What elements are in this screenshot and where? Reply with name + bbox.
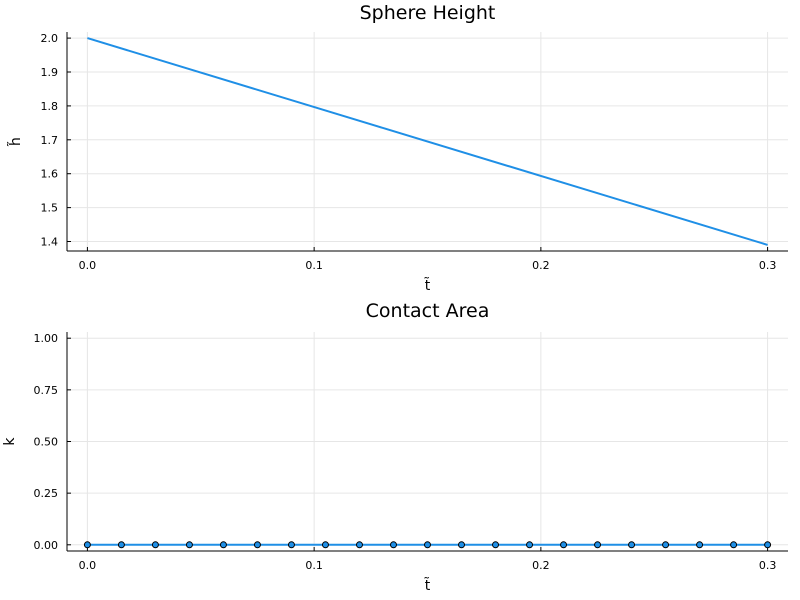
data-point (730, 541, 738, 549)
chart-title: Sphere Height (360, 2, 496, 24)
y-tick-label: 0.00 (34, 539, 59, 552)
y-tick-label: 0.25 (34, 487, 59, 500)
y-tick-label: 2.0 (41, 32, 59, 45)
data-point (117, 541, 125, 549)
data-point (321, 541, 329, 549)
x-tick-label: 0.0 (79, 559, 97, 572)
data-point (355, 541, 363, 549)
y-tick-label: 0.50 (34, 436, 59, 449)
x-axis-label: t̃ (424, 577, 431, 594)
x-tick-label: 0.0 (79, 259, 97, 272)
data-point (458, 541, 466, 549)
y-tick-label: 1.00 (34, 332, 59, 345)
data-point (151, 541, 159, 549)
data-point (185, 541, 193, 549)
y-axis-label: h̃ (7, 137, 24, 146)
data-point (389, 541, 397, 549)
y-tick-label: 1.7 (41, 134, 59, 147)
chart-title: Contact Area (366, 300, 490, 322)
sphere-height-chart: 0.0 0.1 0.2 0.3 1.4 1.5 1.6 1.7 1.8 1.9 2.0 Sphere … (7, 2, 788, 294)
data-point (253, 541, 261, 549)
x-tick-label: 0.2 (532, 259, 550, 272)
data-point (594, 541, 602, 549)
x-tick-label: 0.1 (305, 559, 323, 572)
y-tick-label: 1.8 (41, 100, 59, 113)
data-point (219, 541, 227, 549)
contact-area-chart: 0.0 0.1 0.2 0.3 0.00 0.25 0.50 0.75 1.00 Contact … (2, 300, 788, 594)
x-axis-label: t̃ (424, 277, 431, 294)
y-axis-label: k (2, 437, 18, 446)
y-tick-label: 1.6 (41, 168, 59, 181)
gridlines (67, 332, 788, 551)
data-point (287, 541, 295, 549)
x-tick-label: 0.3 (759, 259, 777, 272)
data-point (424, 541, 431, 549)
y-tick-label: 0.75 (34, 384, 59, 397)
series-line (87, 37, 768, 246)
gridlines (67, 32, 788, 251)
x-tick-label: 0.2 (532, 559, 550, 572)
data-point (492, 541, 500, 549)
y-tick-label: 1.4 (41, 236, 59, 249)
y-tick-label: 1.5 (41, 202, 59, 215)
data-point (526, 541, 534, 549)
data-point (696, 541, 704, 549)
data-point (764, 541, 772, 549)
data-point (628, 541, 636, 549)
data-point (662, 541, 670, 549)
y-tick-label: 1.9 (41, 66, 59, 79)
axes (66, 32, 788, 252)
x-tick-label: 0.1 (305, 259, 323, 272)
data-point (83, 541, 91, 549)
x-tick-label: 0.3 (759, 559, 777, 572)
data-point (560, 541, 568, 549)
